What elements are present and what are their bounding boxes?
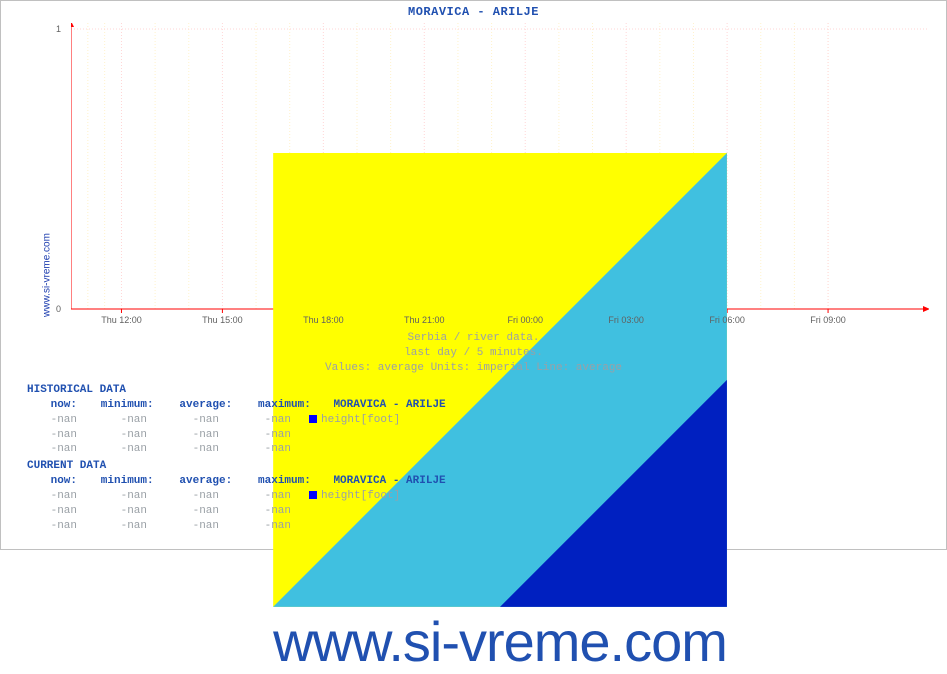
historical-rows: -nan-nan-nan-nanheight[foot]-nan-nan-nan… [27, 413, 446, 458]
y-axis-labels: 01 [1, 23, 65, 313]
cell-avg: -nan [147, 413, 219, 428]
table-row: -nan-nan-nan-nan [27, 504, 446, 519]
y-tick-label: 1 [56, 24, 61, 34]
col-avg-header: average: [160, 474, 232, 489]
col-now-header: now: [27, 398, 77, 413]
watermark-text: www.si-vreme.com [273, 609, 727, 674]
cell-avg: -nan [147, 442, 219, 457]
cell-max: -nan [219, 504, 291, 519]
table-row: -nan-nan-nan-nan [27, 519, 446, 534]
table-row: -nan-nan-nan-nanheight[foot] [27, 413, 446, 428]
historical-title: HISTORICAL DATA [27, 383, 446, 398]
cell-now: -nan [27, 413, 77, 428]
subtitle-line-2: last day / 5 minutes. [1, 346, 946, 361]
watermark-logo-icon [273, 153, 727, 607]
data-tables: HISTORICAL DATA now: minimum: average: m… [27, 381, 446, 533]
legend-marker-icon [309, 415, 317, 423]
table-row: -nan-nan-nan-nanheight[foot] [27, 489, 446, 504]
cell-min: -nan [77, 428, 147, 443]
subtitle-block: Serbia / river data. last day / 5 minute… [1, 331, 946, 376]
cell-avg: -nan [147, 428, 219, 443]
x-tick-label: Thu 15:00 [202, 315, 243, 325]
cell-min: -nan [77, 442, 147, 457]
cell-now: -nan [27, 489, 77, 504]
legend-marker-icon [309, 491, 317, 499]
x-tick-label: Fri 06:00 [709, 315, 745, 325]
cell-max: -nan [219, 519, 291, 534]
cell-min: -nan [77, 413, 147, 428]
cell-avg: -nan [147, 519, 219, 534]
col-min-header: minimum: [84, 474, 154, 489]
x-tick-label: Thu 21:00 [404, 315, 445, 325]
subtitle-line-3: Values: average Units: imperial Line: av… [1, 361, 946, 376]
legend-label: height[foot] [321, 414, 400, 426]
table-row: -nan-nan-nan-nan [27, 428, 446, 443]
cell-min: -nan [77, 519, 147, 534]
current-rows: -nan-nan-nan-nanheight[foot]-nan-nan-nan… [27, 489, 446, 534]
x-tick-label: Fri 03:00 [608, 315, 644, 325]
cell-max: -nan [219, 442, 291, 457]
legend-label: height[foot] [321, 490, 400, 502]
x-tick-label: Thu 12:00 [101, 315, 142, 325]
chart-title: MORAVICA - ARILJE [1, 5, 946, 19]
cell-max: -nan [219, 428, 291, 443]
col-now-header: now: [27, 474, 77, 489]
cell-now: -nan [27, 504, 77, 519]
table-row: -nan-nan-nan-nan [27, 442, 446, 457]
cell-now: -nan [27, 442, 77, 457]
x-tick-label: Thu 18:00 [303, 315, 344, 325]
historical-series-label: MORAVICA - ARILJE [317, 398, 445, 413]
cell-now: -nan [27, 428, 77, 443]
cell-max: -nan [219, 489, 291, 504]
current-header-row: now: minimum: average: maximum: MORAVICA… [27, 474, 446, 489]
current-series-label: MORAVICA - ARILJE [317, 474, 445, 489]
cell-avg: -nan [147, 489, 219, 504]
x-tick-label: Fri 09:00 [810, 315, 846, 325]
historical-header-row: now: minimum: average: maximum: MORAVICA… [27, 398, 446, 413]
cell-min: -nan [77, 489, 147, 504]
y-tick-label: 0 [56, 304, 61, 314]
subtitle-line-1: Serbia / river data. [1, 331, 946, 346]
cell-legend: height[foot] [291, 413, 400, 428]
col-avg-header: average: [160, 398, 232, 413]
cell-max: -nan [219, 413, 291, 428]
cell-legend: height[foot] [291, 489, 400, 504]
plot-area: www.si-vreme.com [71, 23, 929, 313]
col-max-header: maximum: [239, 474, 311, 489]
col-min-header: minimum: [84, 398, 154, 413]
x-axis-labels: Thu 12:00 Thu 15:00 Thu 18:00 Thu 21:00 Fri … [71, 315, 929, 329]
x-tick-label: Fri 00:00 [507, 315, 543, 325]
current-title: CURRENT DATA [27, 459, 446, 474]
chart-container: www.si-vreme.com MORAVICA - ARILJE 01 ww… [0, 0, 947, 550]
col-max-header: maximum: [239, 398, 311, 413]
cell-avg: -nan [147, 504, 219, 519]
cell-min: -nan [77, 504, 147, 519]
cell-now: -nan [27, 519, 77, 534]
